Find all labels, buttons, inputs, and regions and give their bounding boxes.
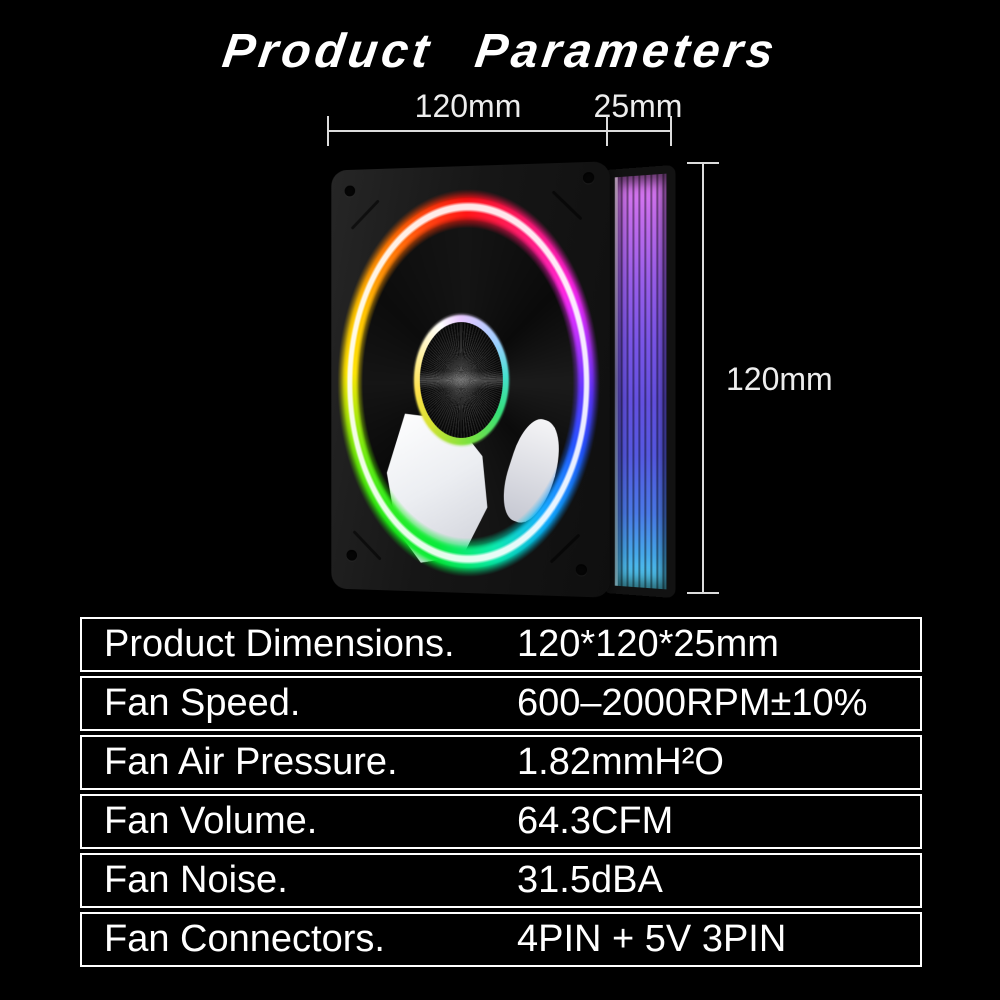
height-dimension-tick-bottom xyxy=(687,592,719,594)
width-dimension-tick-middle xyxy=(606,116,608,146)
fan-side-panel xyxy=(606,164,676,599)
spec-label: Fan Connectors. xyxy=(104,918,385,960)
spec-table: Product Dimensions. 120*120*25mm Fan Spe… xyxy=(80,617,922,971)
fan-front-face xyxy=(331,161,610,598)
width-dimension-tick-left xyxy=(327,116,329,146)
depth-dimension-label: 25mm xyxy=(593,88,683,124)
page-title-text: Product Parameters xyxy=(219,25,781,78)
width-dimension-line xyxy=(327,130,672,132)
fan-screw-hole-top-right xyxy=(582,171,595,184)
spec-label: Fan Noise. xyxy=(104,859,288,901)
fan-screw-hole-bottom-right xyxy=(575,564,588,576)
width-dimension-tick-right xyxy=(670,116,672,146)
width-dimension-label: 120mm xyxy=(414,88,522,124)
table-row: Fan Noise. 31.5dBA xyxy=(80,853,922,908)
spec-value: 31.5dBA xyxy=(517,859,663,901)
spec-label: Product Dimensions. xyxy=(104,623,455,665)
table-row: Fan Volume. 64.3CFM xyxy=(80,794,922,849)
fan-corner-ridge xyxy=(549,533,581,564)
fan-hub xyxy=(419,321,503,439)
table-row: Fan Connectors. 4PIN + 5V 3PIN xyxy=(80,912,922,967)
height-dimension-label: 120mm xyxy=(726,361,833,397)
spec-label: Fan Air Pressure. xyxy=(104,741,398,783)
table-row: Product Dimensions. 120*120*25mm xyxy=(80,617,922,672)
page-title: Product Parameters xyxy=(0,24,1000,79)
table-row: Fan Air Pressure. 1.82mmH²O xyxy=(80,735,922,790)
spec-label: Fan Speed. xyxy=(104,682,301,724)
table-row: Fan Speed. 600–2000RPM±10% xyxy=(80,676,922,731)
fan-side-rgb-strip xyxy=(614,173,667,590)
spec-value: 4PIN + 5V 3PIN xyxy=(517,918,787,960)
spec-value: 600–2000RPM±10% xyxy=(517,682,868,724)
height-dimension-line xyxy=(702,162,704,594)
fan-corner-ridge xyxy=(551,190,583,221)
spec-value: 64.3CFM xyxy=(517,800,674,842)
fan-corner-ridge xyxy=(350,199,380,230)
spec-value: 120*120*25mm xyxy=(517,623,779,665)
fan-screw-hole-bottom-left xyxy=(346,549,358,561)
height-dimension-tick-top xyxy=(687,162,719,164)
fan-screw-hole-top-left xyxy=(344,185,356,197)
spec-label: Fan Volume. xyxy=(104,800,318,842)
spec-value: 1.82mmH²O xyxy=(517,741,724,783)
